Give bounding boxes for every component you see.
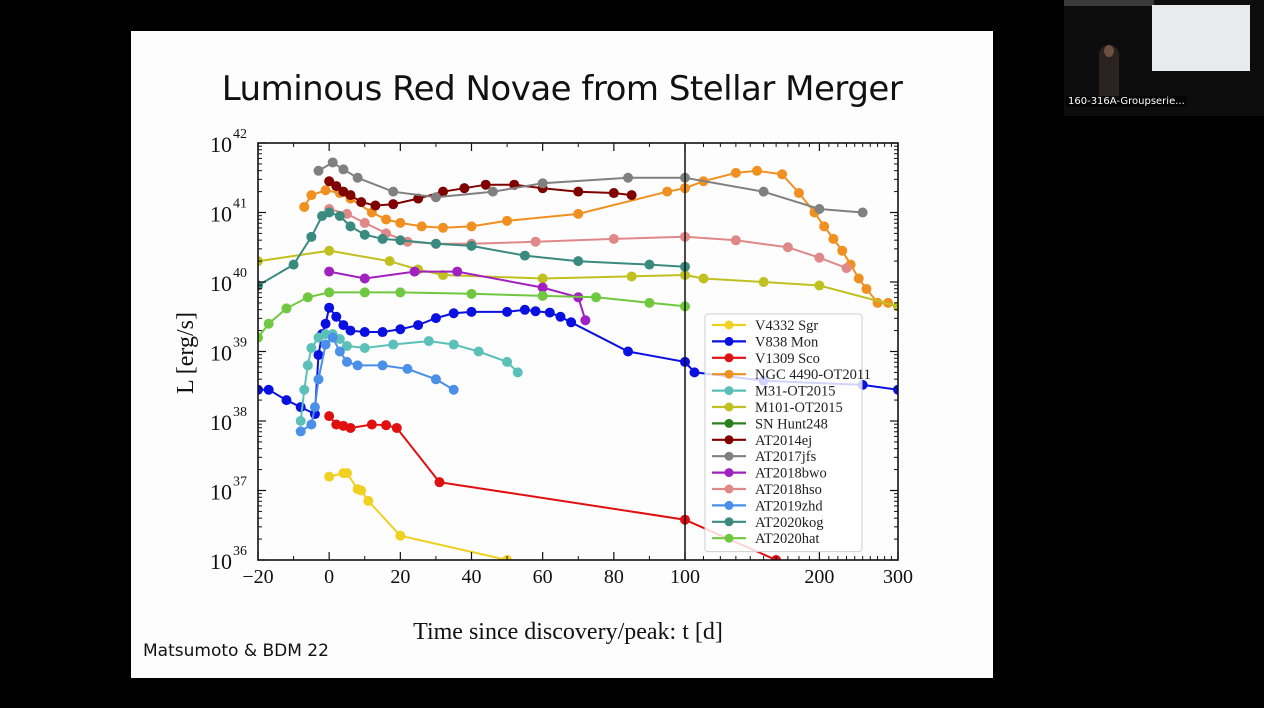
x-tick-label: −20 bbox=[242, 566, 273, 588]
series-at2014ej bbox=[324, 176, 637, 211]
speaker-video-thumbnail[interactable]: 160-316A-Groupserie... bbox=[1064, 0, 1264, 116]
svg-text:AT2014ej: AT2014ej bbox=[755, 433, 812, 449]
svg-text:M31-OT2015: M31-OT2015 bbox=[755, 384, 836, 400]
svg-text:V838 Mon: V838 Mon bbox=[755, 334, 819, 350]
x-tick-label: 60 bbox=[533, 566, 553, 588]
svg-text:39: 39 bbox=[233, 336, 247, 351]
x-tick-label: 20 bbox=[390, 566, 410, 588]
svg-text:38: 38 bbox=[233, 405, 247, 420]
y-tick-label: 10 bbox=[210, 549, 232, 574]
x-tick-label: 0 bbox=[324, 566, 334, 588]
legend-item: V838 Mon bbox=[712, 334, 819, 350]
legend-item: AT2020hat bbox=[712, 531, 819, 547]
x-axis-label: Time since discovery/peak: t [d] bbox=[413, 619, 723, 645]
svg-text:41: 41 bbox=[233, 197, 247, 212]
svg-text:AT2020hat: AT2020hat bbox=[755, 531, 819, 547]
series-at2019zhd bbox=[295, 332, 459, 437]
thumb-speaker bbox=[1099, 45, 1119, 100]
x-tick-label: 200 bbox=[804, 566, 834, 588]
legend-item: SN Hunt248 bbox=[712, 416, 828, 432]
legend-item: NGC 4490-OT2011 bbox=[712, 367, 871, 383]
svg-text:M101-OT2015: M101-OT2015 bbox=[755, 400, 843, 416]
series-layer bbox=[258, 157, 898, 560]
svg-text:42: 42 bbox=[233, 127, 247, 142]
presentation-slide: Luminous Red Novae from Stellar Merger −… bbox=[131, 31, 993, 678]
legend-item: AT2020kog bbox=[712, 515, 823, 531]
y-tick-label: 10 bbox=[210, 341, 232, 366]
thumb-ceiling bbox=[1064, 0, 1154, 6]
svg-text:AT2020kog: AT2020kog bbox=[755, 515, 823, 531]
legend-item: AT2017jfs bbox=[712, 449, 817, 465]
x-tick-label: 40 bbox=[462, 566, 482, 588]
svg-text:AT2018bwo: AT2018bwo bbox=[755, 466, 827, 482]
legend-item: M31-OT2015 bbox=[712, 384, 836, 400]
svg-text:NGC 4490-OT2011: NGC 4490-OT2011 bbox=[755, 367, 871, 383]
svg-text:SN Hunt248: SN Hunt248 bbox=[755, 416, 828, 432]
y-axis-label: L [erg/s] bbox=[173, 312, 199, 394]
legend-item: AT2018hso bbox=[712, 482, 822, 498]
citation-credit: Matsumoto & BDM 22 bbox=[143, 641, 329, 661]
series-v1309-sco bbox=[324, 411, 782, 560]
x-tick-label: 80 bbox=[604, 566, 624, 588]
x-tick-label: 300 bbox=[883, 566, 913, 588]
legend-item: AT2018bwo bbox=[712, 466, 827, 482]
y-tick-label: 10 bbox=[210, 410, 232, 435]
thumb-projection-screen bbox=[1152, 5, 1250, 71]
svg-text:40: 40 bbox=[233, 266, 247, 281]
legend-item: M101-OT2015 bbox=[712, 400, 843, 416]
legend-item: AT2019zhd bbox=[712, 498, 823, 514]
svg-text:AT2017jfs: AT2017jfs bbox=[755, 449, 817, 465]
series-at2020kog bbox=[258, 207, 690, 291]
legend-item: V4332 Sgr bbox=[712, 318, 818, 334]
y-tick-label: 10 bbox=[210, 271, 232, 296]
y-tick-label: 10 bbox=[210, 132, 232, 157]
y-tick-label: 10 bbox=[210, 202, 232, 227]
legend-item: AT2014ej bbox=[712, 433, 812, 449]
legend-item: V1309 Sco bbox=[712, 351, 820, 367]
series-v4332-sgr bbox=[324, 468, 513, 560]
svg-text:V4332 Sgr: V4332 Sgr bbox=[755, 318, 818, 334]
svg-text:36: 36 bbox=[233, 544, 247, 559]
thumb-speaker-head bbox=[1104, 45, 1114, 57]
x-tick-label: 100 bbox=[670, 566, 700, 588]
slide-title: Luminous Red Novae from Stellar Merger bbox=[221, 69, 903, 109]
series-v838-mon bbox=[258, 302, 898, 420]
series-at2017jfs bbox=[313, 157, 868, 218]
svg-text:37: 37 bbox=[233, 475, 247, 490]
svg-text:AT2019zhd: AT2019zhd bbox=[755, 498, 823, 514]
svg-text:V1309 Sco: V1309 Sco bbox=[755, 351, 820, 367]
y-tick-label: 10 bbox=[210, 480, 232, 505]
svg-text:AT2018hso: AT2018hso bbox=[755, 482, 822, 498]
video-participant-label: 160-316A-Groupserie... bbox=[1066, 96, 1187, 107]
